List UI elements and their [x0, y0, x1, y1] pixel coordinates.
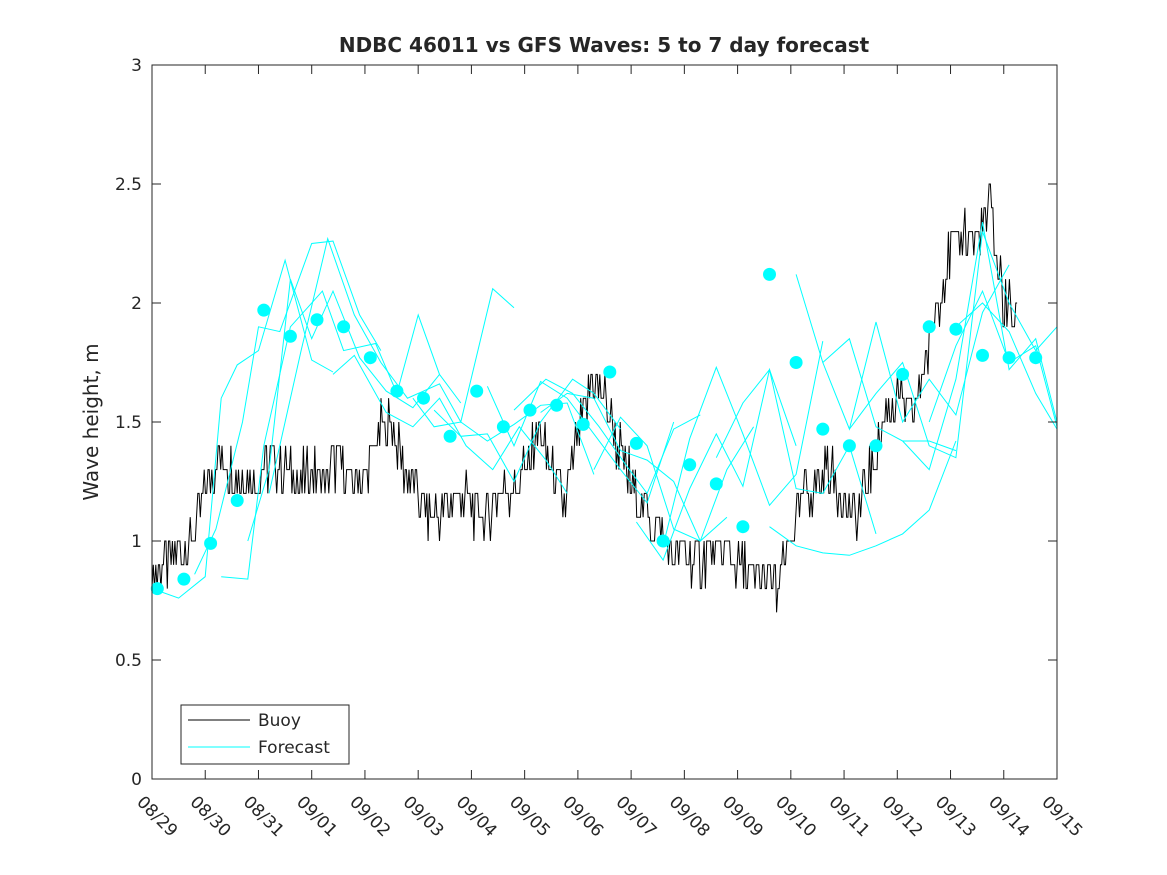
- chart-title: NDBC 46011 vs GFS Waves: 5 to 7 day fore…: [339, 33, 870, 57]
- forecast-point: [949, 322, 963, 336]
- forecast-point: [629, 436, 643, 450]
- forecast-run-line-21: [955, 302, 1058, 430]
- legend-buoy-label: Buoy: [258, 711, 301, 731]
- y-tick-label: 2.5: [115, 175, 142, 195]
- forecast-point: [709, 477, 723, 491]
- forecast-run-line-15: [769, 440, 957, 556]
- forecast-point: [283, 329, 297, 343]
- forecast-run-line-0: [151, 258, 334, 599]
- forecast-point: [550, 398, 564, 412]
- forecast-run-line-18: [848, 231, 1058, 459]
- forecast-run-line-1: [194, 240, 382, 575]
- forecast-point: [390, 384, 404, 398]
- y-tick-label: 0: [131, 770, 142, 790]
- forecast-point: [177, 572, 191, 586]
- forecast-run-line-9: [513, 378, 701, 495]
- forecast-point: [736, 520, 750, 534]
- forecast-point: [922, 320, 936, 334]
- forecast-point: [656, 534, 670, 548]
- legend-box: [180, 704, 350, 765]
- forecast-point: [1002, 351, 1016, 365]
- forecast-point: [470, 384, 484, 398]
- buoy-line: [151, 183, 1018, 613]
- forecast-point: [337, 320, 351, 334]
- forecast-run-line-13: [662, 341, 824, 546]
- forecast-point: [363, 351, 377, 365]
- forecast-point: [150, 582, 164, 596]
- forecast-point: [417, 391, 430, 405]
- y-tick-label: 2: [131, 294, 142, 314]
- forecast-point: [763, 267, 776, 281]
- y-axis: 0 0.5 1 1.5 2 2.5 3: [115, 56, 1057, 790]
- forecast-point: [496, 420, 510, 434]
- series-layer: [150, 183, 1058, 613]
- forecast-point: [576, 417, 590, 431]
- forecast-point: [257, 303, 271, 317]
- forecast-run-line-11: [593, 416, 755, 542]
- forecast-run-line-7: [433, 378, 621, 483]
- y-tick-label: 1: [131, 532, 142, 552]
- y-tick-label: 0.5: [115, 651, 142, 671]
- y-tick-label: 1.5: [115, 413, 142, 433]
- forecast-point: [310, 313, 324, 327]
- forecast-run-line-4: [268, 236, 515, 494]
- forecast-point: [869, 439, 883, 453]
- legend-forecast-label: Forecast: [258, 738, 330, 758]
- legend: Buoy Forecast: [180, 704, 350, 765]
- forecast-point: [1029, 351, 1043, 365]
- forecast-point: [523, 403, 537, 417]
- forecast-point: [230, 494, 244, 507]
- forecast-point: [683, 458, 697, 472]
- forecast-point: [896, 367, 910, 381]
- forecast-run-line-5: [332, 354, 568, 494]
- forecast-run-line-19: [902, 222, 1058, 471]
- forecast-run-line-8: [486, 380, 675, 504]
- forecast-point: [816, 422, 830, 436]
- y-tick-label: 3: [131, 56, 142, 76]
- forecast-point: [976, 348, 989, 362]
- forecast-run-line-10: [540, 392, 728, 542]
- y-axis-label: Wave height, m: [79, 343, 103, 500]
- plot-area: [152, 65, 1057, 779]
- forecast-point: [603, 365, 617, 379]
- forecast-point: [789, 356, 803, 369]
- forecast-run-line-17: [822, 264, 1010, 431]
- forecast-point: [842, 439, 856, 453]
- forecast-point: [443, 429, 457, 443]
- forecast-point: [204, 536, 218, 550]
